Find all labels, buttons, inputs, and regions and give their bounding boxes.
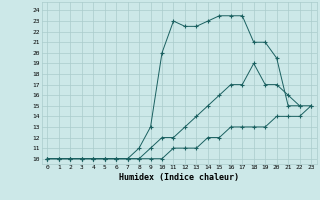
- X-axis label: Humidex (Indice chaleur): Humidex (Indice chaleur): [119, 173, 239, 182]
